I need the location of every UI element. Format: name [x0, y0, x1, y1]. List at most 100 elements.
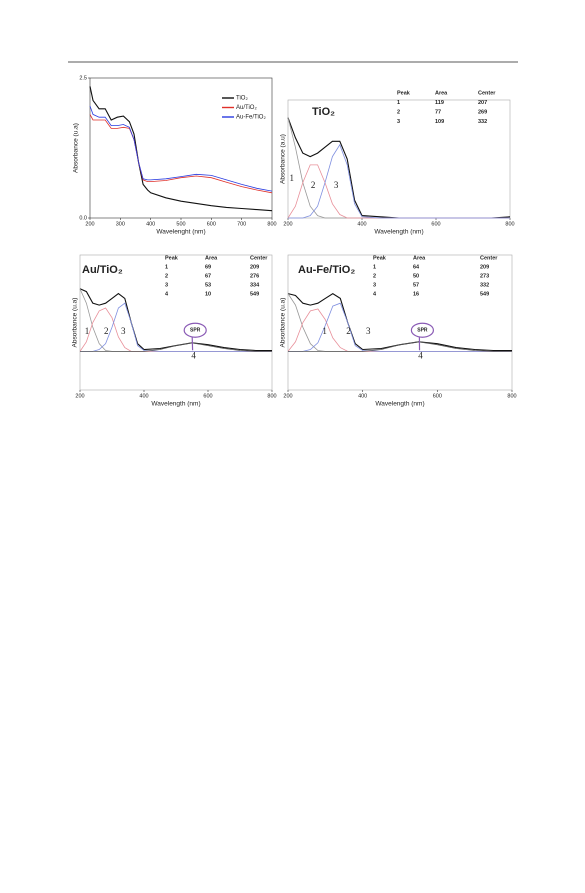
y-tick-label: 0.0	[79, 215, 87, 221]
series-line	[288, 294, 512, 351]
x-tick-label: 800	[507, 393, 516, 399]
table-cell: 332	[478, 119, 487, 125]
table-cell: 10	[205, 291, 211, 297]
annotation: SPR	[190, 328, 201, 334]
x-tick-label: 200	[85, 221, 94, 227]
x-tick-label: 400	[139, 393, 148, 399]
x-tick-label: 800	[267, 393, 276, 399]
x-tick-label: 300	[116, 221, 125, 227]
table-header: Center	[480, 255, 498, 261]
series-line	[288, 118, 510, 218]
table-header: Center	[250, 255, 268, 261]
table-cell: 2	[165, 273, 168, 279]
chart-title: Au-Fe/TiO₂	[298, 264, 355, 276]
x-tick-label: 400	[357, 221, 366, 227]
x-tick-label: 600	[203, 393, 212, 399]
table-cell: 119	[435, 100, 444, 106]
series-line	[80, 303, 272, 351]
x-tick-label: 700	[237, 221, 246, 227]
series-line	[288, 145, 510, 218]
table-cell: 4	[165, 291, 169, 297]
table-cell: 2	[397, 109, 400, 115]
table-cell: 67	[205, 273, 211, 279]
table-header: Peak	[165, 255, 179, 261]
table-cell: 1	[397, 100, 400, 106]
table-cell: 1	[165, 264, 168, 270]
legend-label: Au-Fe/TiO₂	[236, 115, 266, 121]
table-header: Area	[413, 255, 426, 261]
table-header: Area	[205, 255, 218, 261]
table-cell: 50	[413, 273, 419, 279]
x-tick-label: 600	[207, 221, 216, 227]
table-cell: 16	[413, 291, 419, 297]
x-tick-label: 200	[283, 221, 292, 227]
series-line	[90, 114, 272, 192]
table-cell: 69	[205, 264, 211, 270]
annotation: 4	[191, 350, 196, 360]
table-cell: 207	[478, 100, 487, 106]
annotation: 4	[418, 350, 423, 360]
series-line	[80, 289, 272, 352]
x-axis-label: Wavelenght (nm)	[156, 229, 205, 236]
annotation: 2	[311, 180, 316, 190]
table-header: Area	[435, 90, 448, 96]
table-cell: 332	[480, 282, 489, 288]
chart-title: TiO₂	[312, 106, 335, 118]
legend-label: TiO₂	[236, 96, 248, 102]
table-cell: 549	[480, 291, 489, 297]
table-cell: 64	[413, 264, 420, 270]
y-axis-label: Absorbance (u.a)	[280, 298, 287, 348]
annotation: 1	[322, 326, 327, 336]
table-cell: 3	[397, 119, 400, 125]
table-cell: 77	[435, 109, 441, 115]
table-cell: 109	[435, 119, 444, 125]
chart: 200 400 600 800 Wavelength (nm) Absorbance (u…	[72, 255, 277, 408]
chart: 200 400 600 800 Wavelength (nm) Absorbance (a…	[280, 90, 515, 235]
x-tick-label: 600	[431, 221, 440, 227]
annotation: SPR	[417, 328, 428, 334]
table-cell: 53	[205, 282, 211, 288]
legend-label: Au/TiO₂	[236, 105, 257, 111]
x-tick-label: 400	[358, 393, 367, 399]
table-cell: 57	[413, 282, 419, 288]
table-cell: 273	[480, 273, 489, 279]
x-tick-label: 500	[176, 221, 185, 227]
table-cell: 3	[165, 282, 168, 288]
y-axis-label: Absorbance (a.u)	[280, 134, 287, 184]
table-cell: 2	[373, 273, 376, 279]
y-tick-label: 2.5	[79, 75, 87, 81]
table-cell: 209	[250, 264, 259, 270]
table-cell: 209	[480, 264, 489, 270]
y-axis-label: Absorbance (u.a)	[73, 123, 80, 173]
series-line	[80, 308, 272, 351]
table-cell: 269	[478, 109, 487, 115]
annotation: 2	[346, 326, 351, 336]
x-axis-label: Wavelength (nm)	[151, 401, 200, 408]
annotation: 1	[85, 326, 90, 336]
table-cell: 3	[373, 282, 376, 288]
series-line	[288, 165, 510, 218]
x-tick-label: 200	[75, 393, 84, 399]
x-tick-label: 800	[505, 221, 514, 227]
table-cell: 4	[373, 291, 377, 297]
annotation: 2	[104, 326, 109, 336]
table-header: Center	[478, 90, 496, 96]
table-cell: 334	[250, 282, 260, 288]
table-cell: 276	[250, 273, 259, 279]
y-axis-label: Absorbance (u.a)	[72, 298, 79, 348]
table-cell: 1	[373, 264, 376, 270]
table-cell: 549	[250, 291, 259, 297]
annotation: 3	[121, 326, 126, 336]
series-line	[80, 289, 272, 351]
chart-title: Au/TiO₂	[82, 264, 123, 276]
annotation: 1	[289, 173, 294, 183]
x-tick-label: 400	[146, 221, 155, 227]
series-line	[288, 294, 512, 352]
table-header: Peak	[373, 255, 387, 261]
x-tick-label: 600	[433, 393, 442, 399]
x-axis-label: Wavelength (nm)	[374, 229, 423, 236]
annotation: 3	[334, 180, 339, 190]
